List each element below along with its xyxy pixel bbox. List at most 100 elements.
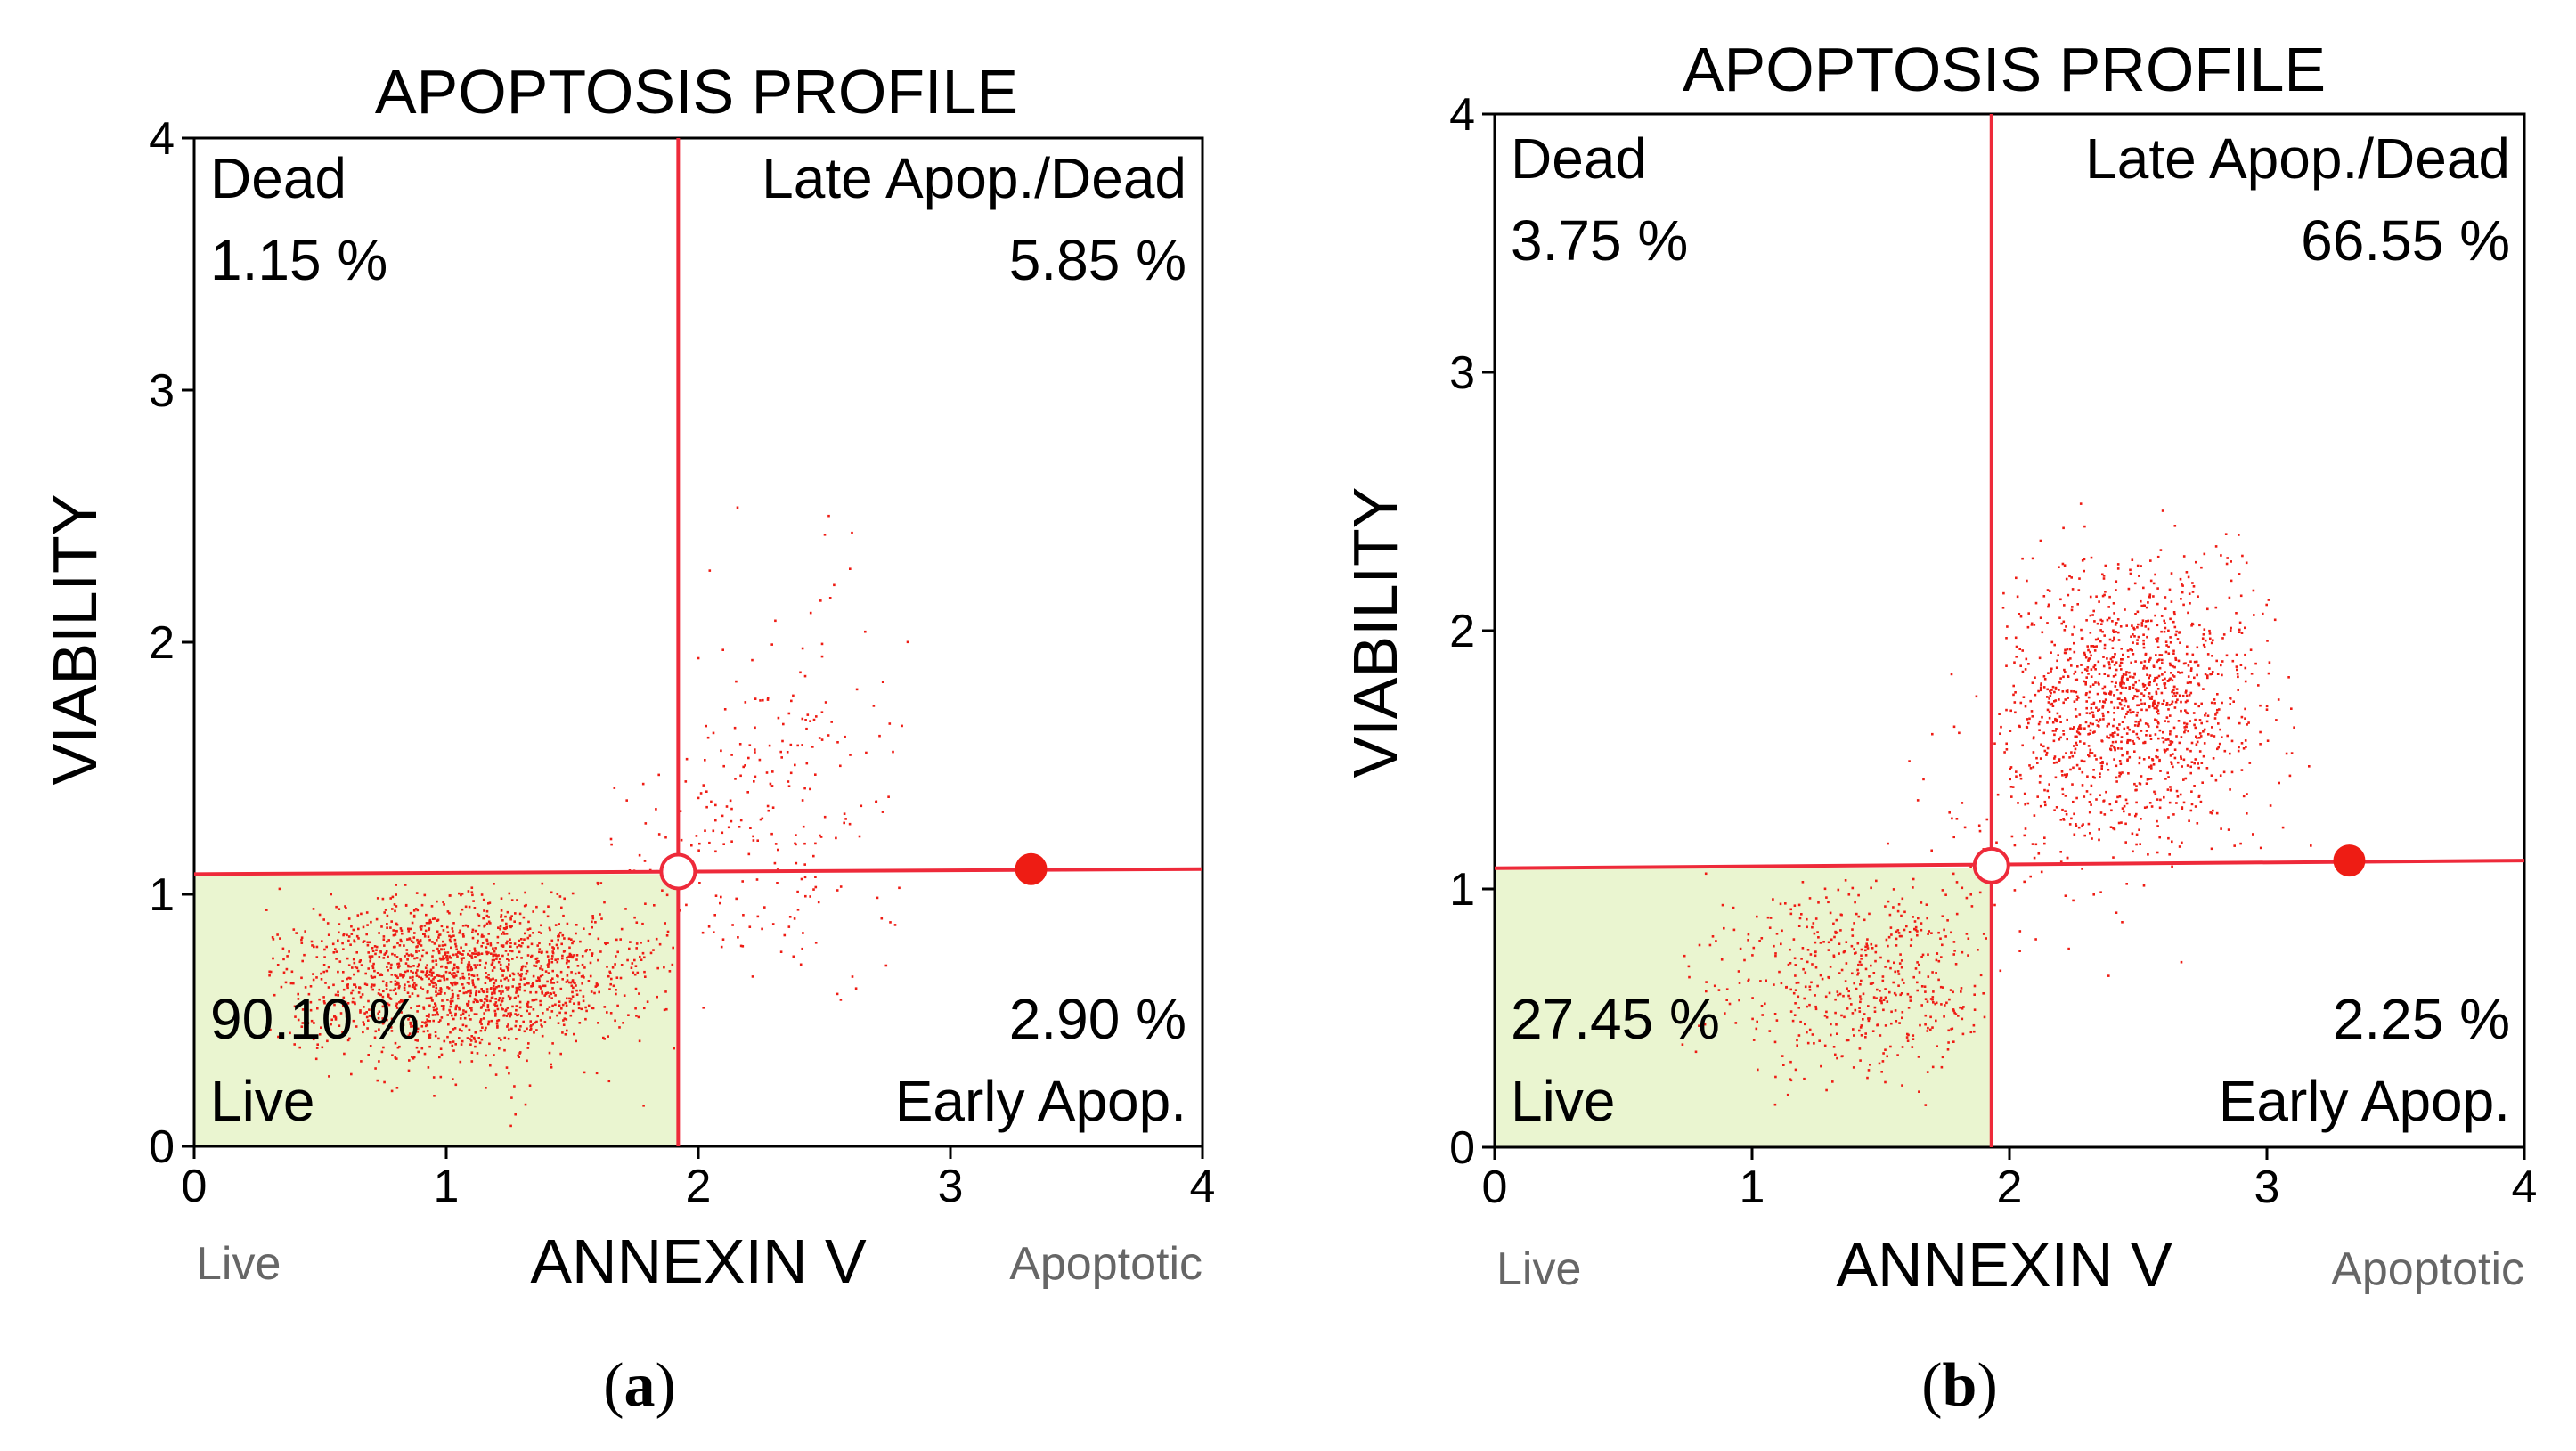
scatter-point [385,982,388,984]
scatter-point [1852,1066,1855,1069]
gate-end-handle[interactable] [1015,852,1048,885]
scatter-point [2043,836,2046,839]
scatter-point [2238,573,2241,575]
scatter-point [2073,812,2075,816]
scatter-point [2048,710,2051,713]
scatter-point [2194,718,2197,721]
scatter-point [411,992,414,995]
scatter-point [420,1025,424,1028]
scatter-point [415,892,419,894]
gate-horizontal-line[interactable] [193,867,1203,876]
scatter-point [376,897,379,900]
scatter-point [2210,641,2213,645]
scatter-point [1802,967,1805,971]
scatter-point [2003,751,2006,754]
scatter-point [1845,962,1848,965]
scatter-point [526,936,530,940]
scatter-point [305,1016,308,1020]
scatter-point [2082,823,2084,826]
scatter-point [2115,780,2118,783]
scatter-point [494,1073,498,1076]
scatter-point [390,1089,394,1093]
scatter-point [2229,703,2231,705]
scatter-point [461,1012,465,1015]
scatter-point [423,935,427,938]
scatter-point [494,1015,497,1017]
scatter-point [768,744,771,747]
scatter-point [2055,806,2058,809]
scatter-point [2084,683,2087,686]
scatter-point [2240,742,2244,745]
gate-end-handle[interactable] [2333,844,2366,877]
scatter-point [2155,654,2157,656]
scatter-point [449,1011,452,1015]
scatter-point [2164,778,2167,780]
scatter-point [2174,658,2178,661]
scatter-point [2176,638,2180,640]
scatter-point [589,949,591,951]
scatter-point [337,970,339,974]
scatter-point [2238,746,2240,749]
scatter-point [2130,635,2132,638]
scatter-point [2058,738,2061,741]
scatter-point [2149,738,2153,740]
scatter-point [2076,603,2079,606]
scatter-point [1940,1065,1944,1069]
scatter-point [1901,1046,1904,1048]
scatter-point [2194,702,2197,705]
scatter-point [823,815,827,819]
scatter-point [2149,559,2152,562]
scatter-point [590,990,593,993]
scatter-point [460,893,462,897]
scatter-point [1800,913,1803,916]
scatter-point [409,1021,412,1024]
scatter-point [454,942,457,946]
scatter-point [436,1013,439,1016]
gate-center-handle[interactable] [1972,846,2010,884]
y-tick-label: 0 [149,1121,175,1173]
scatter-point [1827,941,1830,944]
gate-center-handle[interactable] [659,852,697,891]
scatter-point [1824,995,1828,999]
scatter-point [453,981,457,984]
scatter-point [398,985,401,988]
scatter-point [2205,712,2207,714]
scatter-point [454,1014,457,1017]
scatter-point [2097,709,2099,712]
scatter-point [2156,755,2159,759]
scatter-point [2068,756,2071,759]
scatter-point [1863,918,1866,922]
scatter-point [2114,731,2116,734]
scatter-point [2103,691,2106,695]
scatter-point [2034,938,2037,941]
scatter-point [1977,824,1981,827]
scatter-point [2021,649,2024,652]
scatter-point [437,950,441,953]
scatter-point [2123,682,2125,685]
scatter-point [431,1014,435,1016]
scatter-point [356,914,360,917]
scatter-point [1833,935,1836,939]
scatter-point [2248,762,2252,764]
scatter-point [468,1014,470,1017]
scatter-point [550,1066,553,1069]
scatter-point [363,1006,365,1008]
scatter-point [2223,749,2227,753]
scatter-point [347,935,351,938]
scatter-point [2170,703,2173,705]
scatter-point [469,989,472,992]
scatter-point [2060,622,2063,625]
scatter-point [412,914,416,917]
scatter-point [2211,655,2213,657]
scatter-point [2197,766,2200,770]
scatter-point [640,958,643,961]
scatter-point [1732,906,1735,909]
scatter-point [2103,643,2107,647]
scatter-point [401,999,404,1002]
scatter-point [525,903,527,907]
scatter-point [2152,664,2156,667]
scatter-point [2126,750,2129,754]
scatter-point [469,954,471,957]
scatter-point [2115,681,2117,684]
